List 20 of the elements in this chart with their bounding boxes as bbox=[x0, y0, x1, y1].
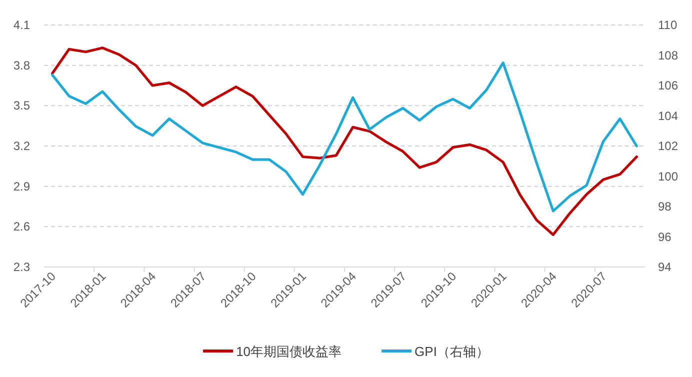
y2-tick-label: 106 bbox=[658, 78, 678, 92]
y2-tick-label: 108 bbox=[658, 48, 678, 62]
y-tick-label: 3.5 bbox=[13, 98, 30, 113]
y2-tick-label: 110 bbox=[658, 18, 678, 32]
line-series bbox=[51, 46, 638, 236]
legend-label: GPI（右轴） bbox=[414, 344, 489, 359]
y-tick-label: 2.9 bbox=[13, 179, 30, 194]
y-tick-label: 3.2 bbox=[13, 139, 30, 153]
y2-tick-label: 102 bbox=[658, 139, 678, 153]
y2-tick-label: 96 bbox=[658, 230, 672, 244]
y2-tick-label: 100 bbox=[658, 169, 678, 184]
y-tick-label: 3.8 bbox=[13, 58, 30, 72]
y-tick-label: 2.3 bbox=[13, 260, 30, 274]
y2-tick-label: 94 bbox=[658, 260, 672, 274]
y-tick-label: 4.1 bbox=[13, 18, 30, 32]
y-tick-label: 2.6 bbox=[13, 220, 30, 234]
legend-label: 10年期国债收益率 bbox=[236, 344, 342, 359]
line-series bbox=[51, 62, 638, 212]
y2-tick-label: 104 bbox=[658, 108, 678, 123]
y2-tick-label: 98 bbox=[658, 200, 672, 214]
